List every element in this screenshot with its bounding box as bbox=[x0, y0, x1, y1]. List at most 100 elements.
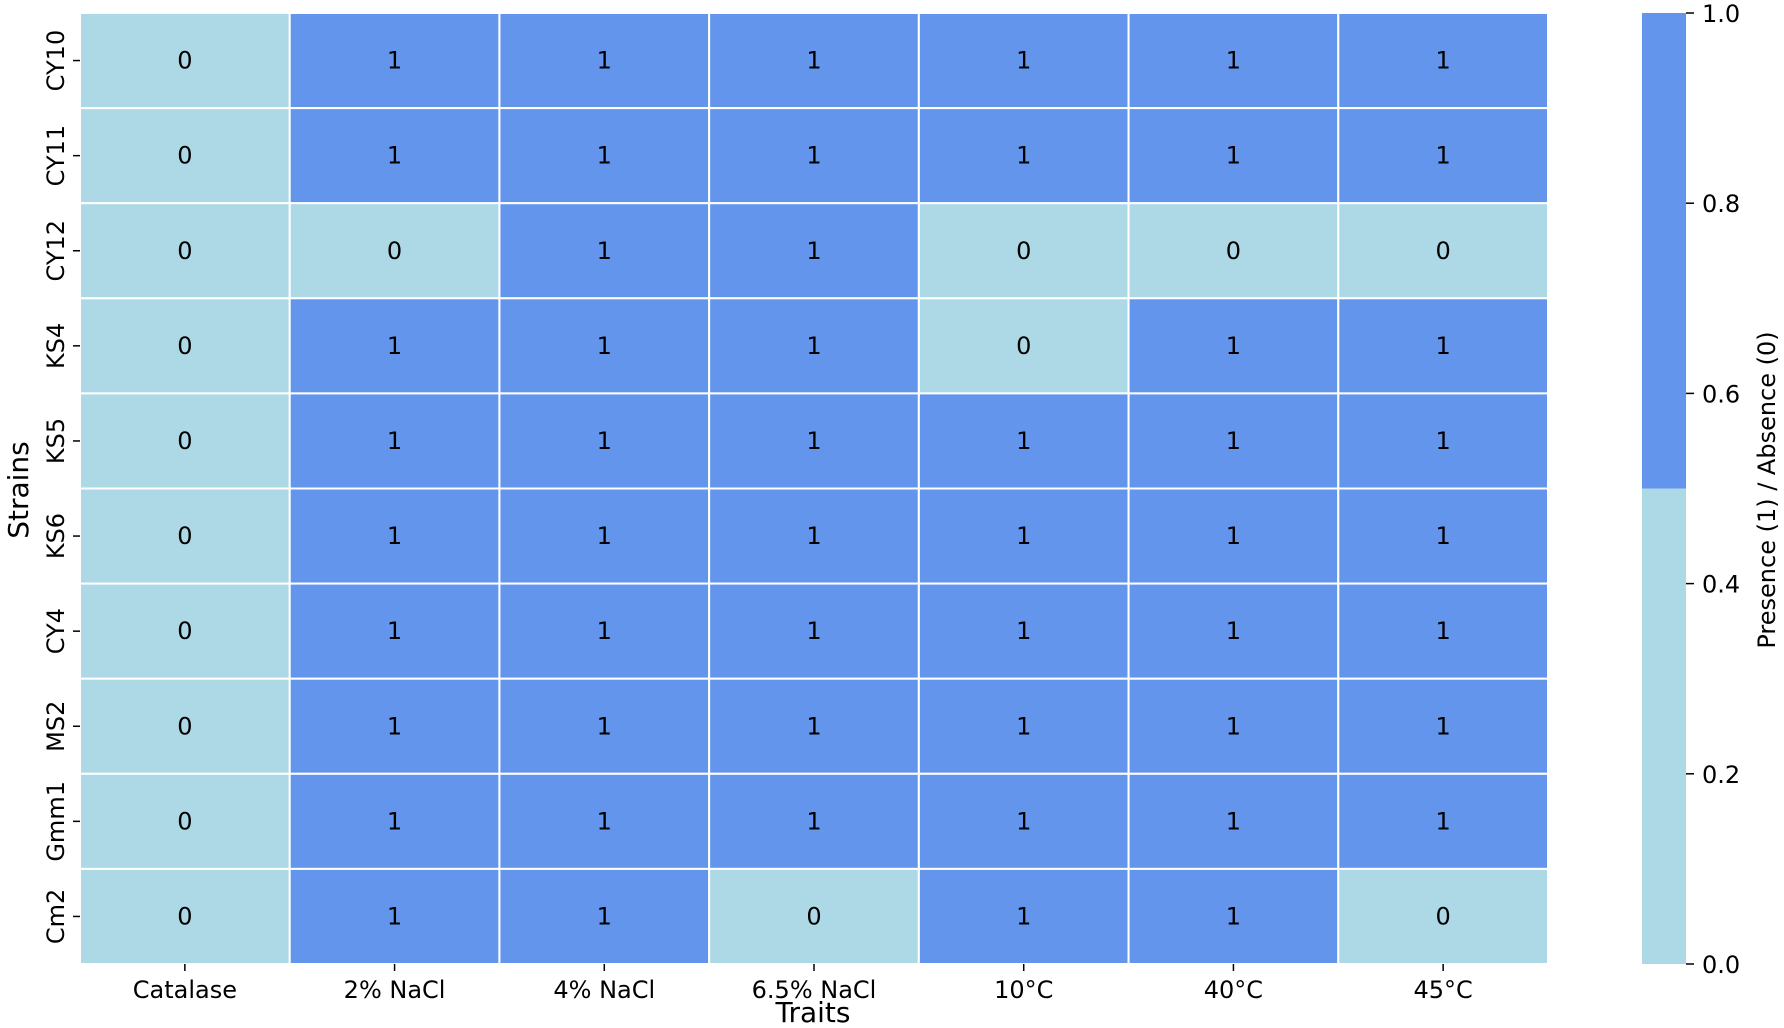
heatmap-cell bbox=[1337, 677, 1550, 775]
y-tick-label: CY4 bbox=[42, 608, 70, 654]
heatmap-cell bbox=[1337, 297, 1550, 395]
heatmap-cell bbox=[79, 392, 291, 490]
cell-value-label: 1 bbox=[1016, 47, 1031, 75]
cell-value-label: 1 bbox=[1226, 617, 1241, 645]
cell-value-label: 1 bbox=[806, 142, 821, 170]
cell-value-label: 0 bbox=[1436, 902, 1451, 930]
heatmap-cell bbox=[498, 867, 711, 966]
cell-value-label: 1 bbox=[387, 617, 402, 645]
cell-value-label: 1 bbox=[806, 712, 821, 740]
heatmap-cell bbox=[708, 202, 920, 300]
heatmap-cell bbox=[1127, 867, 1340, 966]
cell-value-label: 1 bbox=[1436, 427, 1451, 455]
cell-value-label: 0 bbox=[177, 522, 192, 550]
cell-value-label: 1 bbox=[597, 142, 612, 170]
heatmap-cell bbox=[1127, 297, 1340, 395]
y-tick-label: CY12 bbox=[42, 220, 70, 282]
cell-value-label: 1 bbox=[597, 522, 612, 550]
heatmap-cell bbox=[1337, 582, 1550, 680]
colorbar-tick-label: 0.0 bbox=[1702, 951, 1740, 979]
heatmap-cell bbox=[1337, 487, 1550, 585]
cell-value-label: 0 bbox=[387, 237, 402, 265]
cell-value-label: 1 bbox=[387, 142, 402, 170]
x-tick-label: Catalase bbox=[133, 976, 237, 1004]
heatmap-cells bbox=[79, 12, 1550, 966]
colorbar: 0.0 0.2 0.4 0.6 0.8 1.0 bbox=[1642, 0, 1740, 979]
y-tick-label: CY11 bbox=[42, 125, 70, 187]
heatmap-cell bbox=[1337, 107, 1550, 205]
x-tick-label: 6.5% NaCl bbox=[752, 976, 877, 1004]
heatmap-cell bbox=[288, 12, 501, 110]
cell-value-label: 1 bbox=[806, 522, 821, 550]
heatmap-cell bbox=[498, 107, 711, 205]
cell-value-label: 1 bbox=[1226, 142, 1241, 170]
cell-value-label: 0 bbox=[177, 427, 192, 455]
cell-value-label: 1 bbox=[1016, 712, 1031, 740]
cell-value-label: 1 bbox=[597, 427, 612, 455]
cell-value-label: 1 bbox=[1226, 427, 1241, 455]
colorbar-tick-label: 1.0 bbox=[1702, 0, 1740, 28]
cell-value-label: 1 bbox=[1016, 142, 1031, 170]
cell-value-label: 1 bbox=[1226, 332, 1241, 360]
cell-value-label: 1 bbox=[387, 807, 402, 835]
cell-value-label: 1 bbox=[1436, 617, 1451, 645]
colorbar-tick-label: 0.8 bbox=[1702, 190, 1740, 218]
heatmap-cell bbox=[498, 12, 711, 110]
heatmap-cell bbox=[1337, 867, 1550, 966]
cell-value-label: 1 bbox=[1436, 47, 1451, 75]
cell-value-label: 0 bbox=[177, 332, 192, 360]
cell-value-label: 1 bbox=[806, 427, 821, 455]
cell-value-label: 1 bbox=[387, 902, 402, 930]
heatmap-cell bbox=[1127, 677, 1340, 775]
y-axis-label: Strains bbox=[2, 441, 35, 539]
cell-value-label: 1 bbox=[1226, 47, 1241, 75]
colorbar-tick-label: 0.6 bbox=[1702, 380, 1740, 408]
cell-annotations: 0 1 1 1 1 1 1 0 1 1 1 1 1 1 0 0 1 1 0 0 0 0 1 1 1 0 1 1 0 1 1 1 1 1 1 0 1 1 1 1… bbox=[177, 47, 1451, 931]
x-tick-label: 45°C bbox=[1413, 976, 1472, 1004]
colorbar-present-segment bbox=[1642, 13, 1686, 489]
cell-value-label: 1 bbox=[1226, 807, 1241, 835]
colorbar-absent-segment bbox=[1642, 488, 1686, 964]
cell-value-label: 1 bbox=[387, 427, 402, 455]
cell-value-label: 1 bbox=[806, 237, 821, 265]
y-tick-label: Cm2 bbox=[42, 889, 70, 944]
cell-value-label: 1 bbox=[597, 807, 612, 835]
cell-value-label: 1 bbox=[1436, 142, 1451, 170]
cell-value-label: 1 bbox=[1436, 332, 1451, 360]
heatmap-cell bbox=[708, 677, 920, 775]
x-axis-ticks: Catalase 2% NaCl 4% NaCl 6.5% NaCl 10°C 40°C 4… bbox=[133, 964, 1473, 1004]
colorbar-label: Presence (1) / Absence (0) bbox=[1753, 331, 1781, 648]
heatmap-cell bbox=[498, 772, 711, 870]
heatmap-cell bbox=[288, 677, 501, 775]
cell-value-label: 1 bbox=[806, 47, 821, 75]
cell-value-label: 1 bbox=[1226, 902, 1241, 930]
heatmap-cell bbox=[1127, 202, 1340, 300]
cell-value-label: 1 bbox=[597, 332, 612, 360]
heatmap-cell bbox=[288, 487, 501, 585]
heatmap-cell bbox=[917, 677, 1130, 775]
heatmap-cell bbox=[917, 202, 1130, 300]
heatmap-cell bbox=[79, 677, 291, 775]
x-tick-label: 2% NaCl bbox=[344, 976, 446, 1004]
heatmap-cell bbox=[79, 867, 291, 966]
heatmap-cell bbox=[498, 582, 711, 680]
cell-value-label: 0 bbox=[1016, 237, 1031, 265]
cell-value-label: 1 bbox=[806, 332, 821, 360]
heatmap-cell bbox=[1127, 12, 1340, 110]
y-tick-label: Gmm1 bbox=[42, 781, 70, 862]
heatmap-cell bbox=[79, 12, 291, 110]
cell-value-label: 1 bbox=[597, 902, 612, 930]
y-tick-label: KS5 bbox=[42, 418, 70, 464]
cell-value-label: 1 bbox=[1016, 522, 1031, 550]
heatmap-cell bbox=[1127, 582, 1340, 680]
y-tick-label: KS6 bbox=[42, 513, 70, 559]
cell-value-label: 0 bbox=[177, 617, 192, 645]
heatmap-cell bbox=[288, 297, 501, 395]
cell-value-label: 1 bbox=[1016, 902, 1031, 930]
cell-value-label: 1 bbox=[597, 617, 612, 645]
x-tick-label: 10°C bbox=[994, 976, 1053, 1004]
heatmap-cell bbox=[708, 12, 920, 110]
heatmap-cell bbox=[917, 582, 1130, 680]
heatmap-cell bbox=[708, 867, 920, 966]
